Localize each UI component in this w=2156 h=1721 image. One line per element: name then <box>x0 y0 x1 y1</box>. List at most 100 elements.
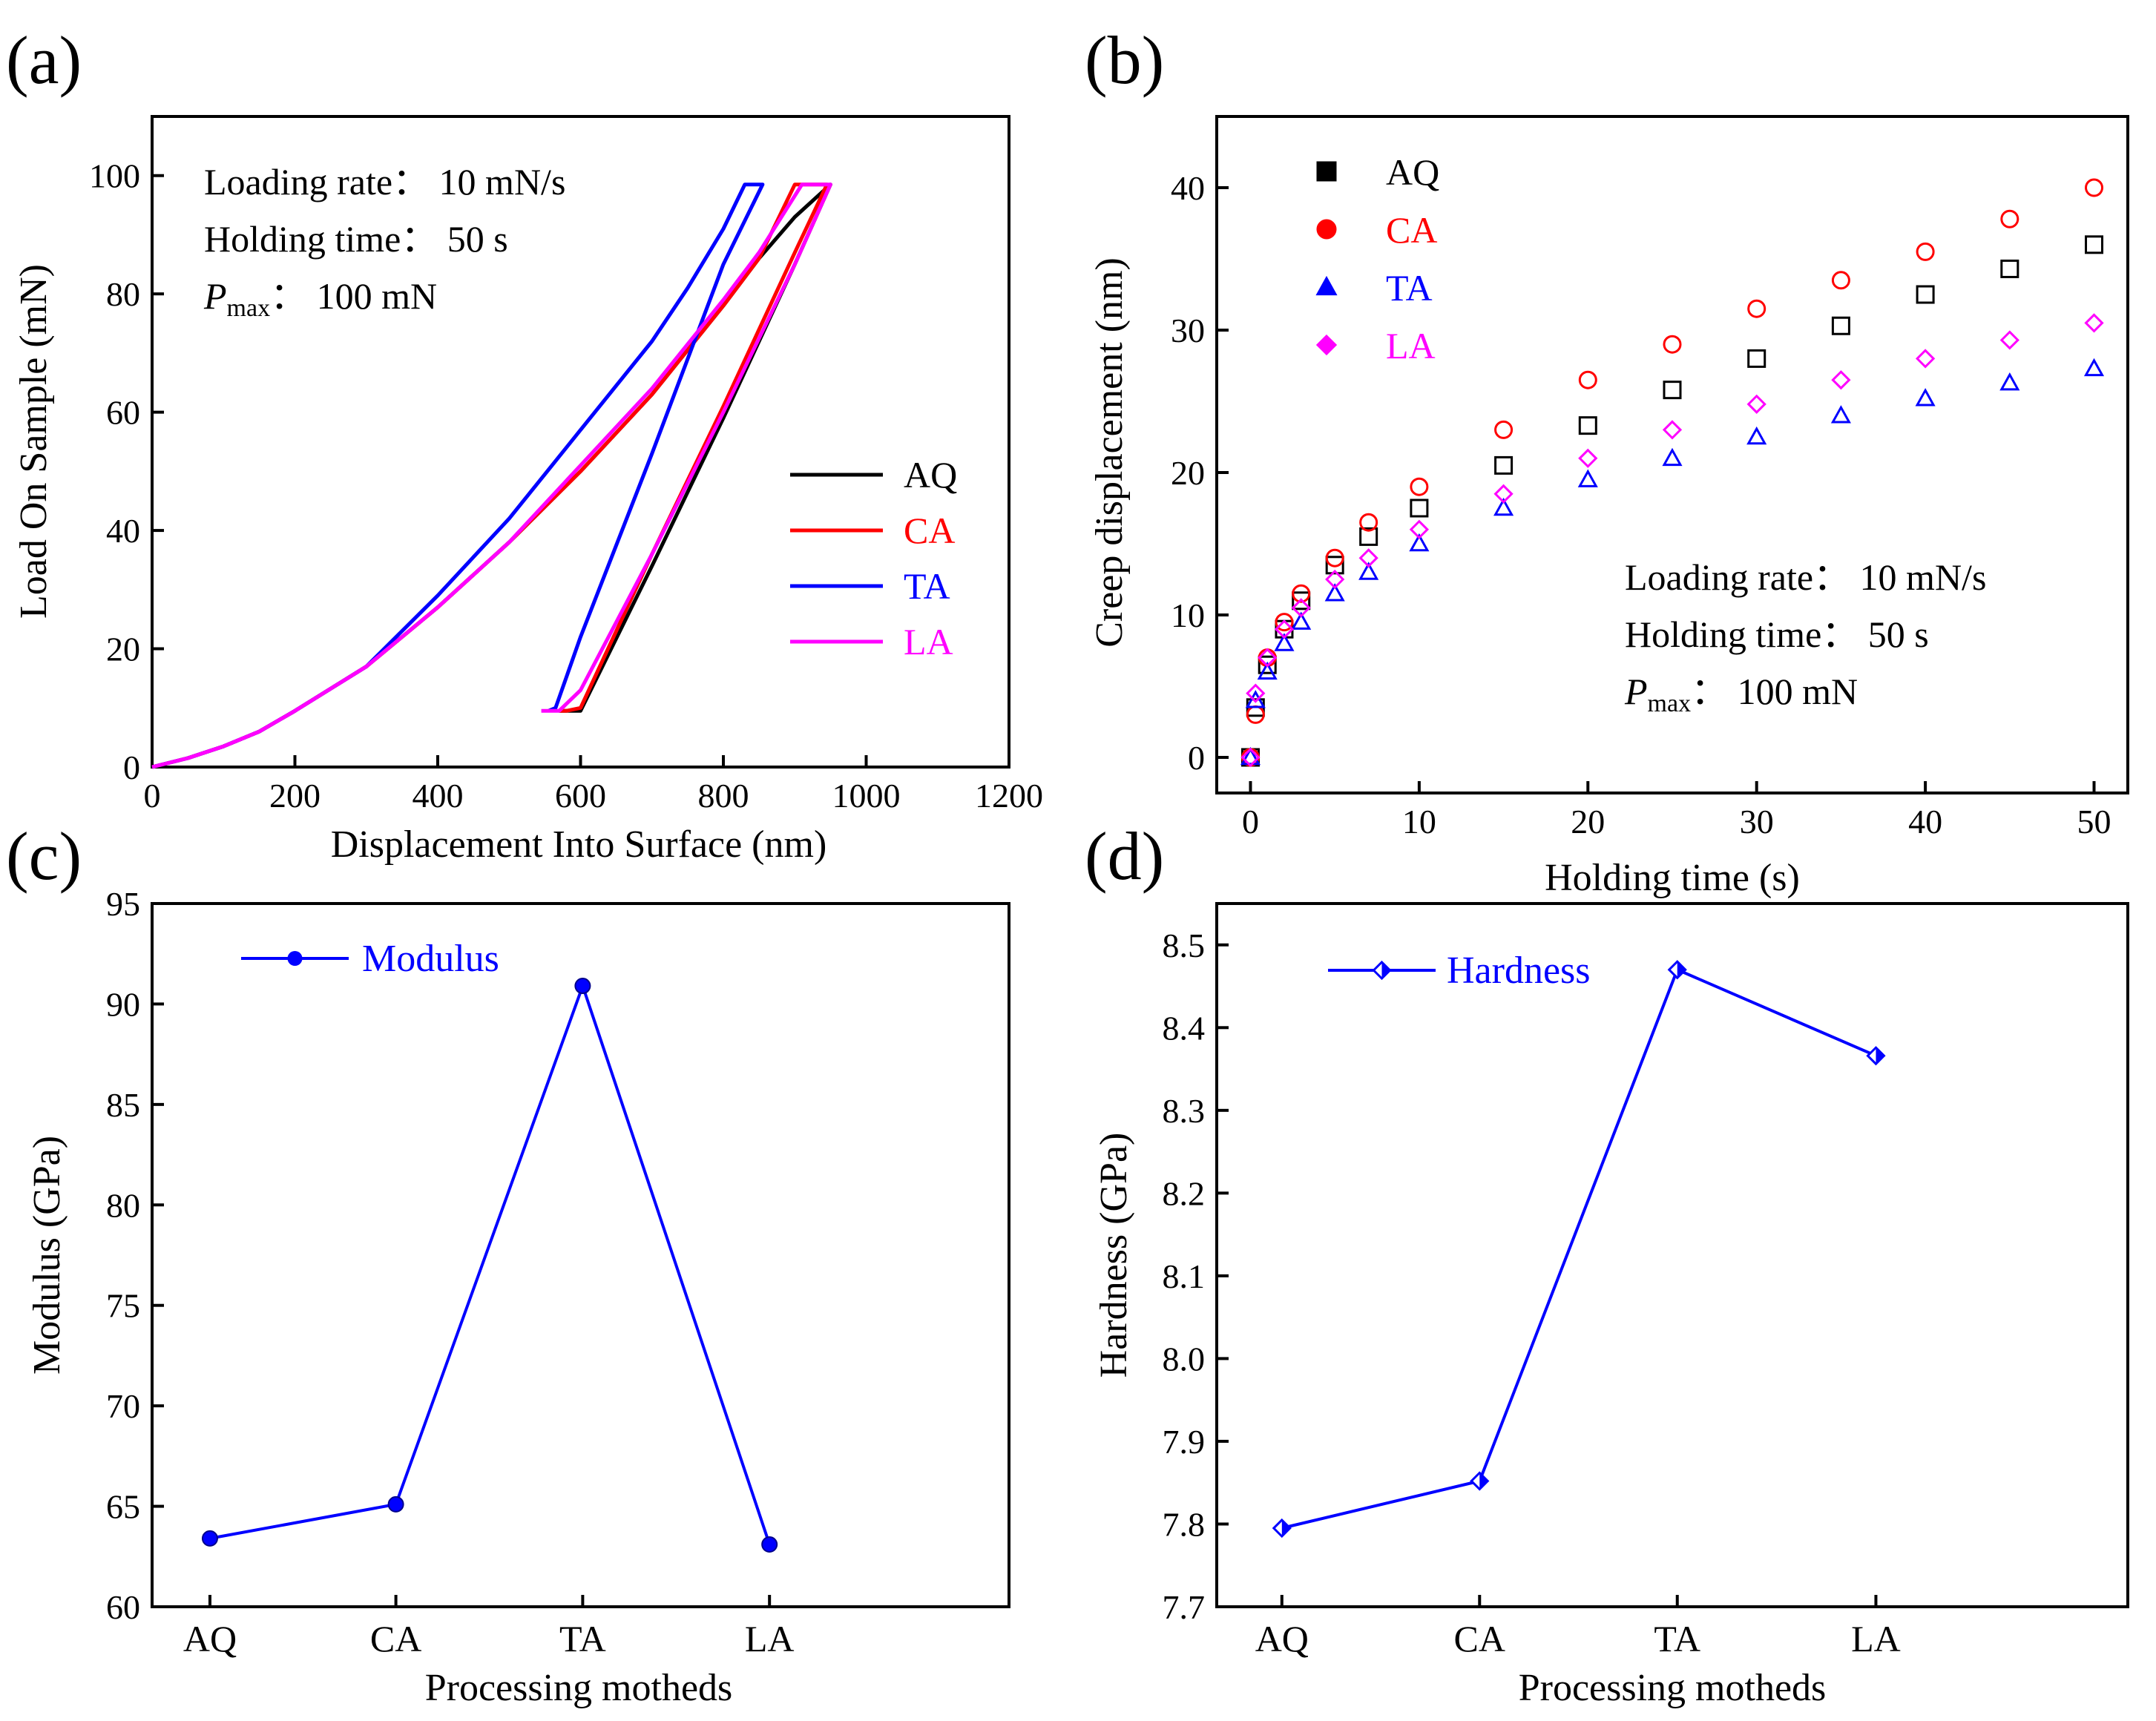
data-point-CA <box>1410 477 1429 496</box>
data-point-TA <box>1493 497 1514 516</box>
data-point-AQ <box>1258 655 1277 674</box>
data-point-AQ <box>1747 349 1766 368</box>
x-tick-label-b: 30 <box>1740 803 1774 840</box>
data-point-AQ <box>1916 285 1935 304</box>
data-point-LA <box>1246 683 1266 703</box>
data-point-half-Hardness <box>1876 1047 1884 1064</box>
data-point-AQ <box>1292 591 1311 611</box>
panel-a: (a) Displacement Into Surface (nm) Load On… <box>6 22 1043 866</box>
data-point-LA <box>1325 569 1345 590</box>
panel-d: (d) Processing motheds Hardness (GPa) 7.7 7.… <box>1085 818 2129 1709</box>
data-point-LA <box>1409 519 1430 539</box>
x-axis-label-c: Processing motheds <box>425 1667 733 1709</box>
data-point-AQ <box>1831 316 1850 335</box>
legend-label-AQ: AQ <box>904 454 957 496</box>
panel-c: (c) Processing motheds Modulus (GPa) 60 65 70… <box>6 818 1010 1709</box>
pmax-value: ： 100 mN <box>1691 671 1858 712</box>
pmax-symbol: P <box>1624 671 1648 712</box>
y-tick-label-d: 8.0 <box>1163 1340 1206 1378</box>
legend-label-LA: LA <box>904 621 953 662</box>
data-point-AQ <box>2000 259 2019 278</box>
data-point-LA <box>1240 747 1261 768</box>
x-tick-label-b: 50 <box>2077 803 2111 840</box>
pmax-subscript: max <box>1648 690 1692 717</box>
y-tick-label-b: 20 <box>1171 454 1205 492</box>
panel-label-a: (a) <box>6 22 82 98</box>
legend-marker-Modulus <box>287 951 303 966</box>
legend-label-AQ: AQ <box>1386 151 1439 193</box>
data-point-TA <box>1746 426 1767 445</box>
data-point-TA <box>1324 583 1345 602</box>
y-tick-label-c: 65 <box>106 1488 140 1526</box>
x-axis-label-b: Holding time (s) <box>1545 857 1800 899</box>
legend-label-CA: CA <box>904 510 955 551</box>
legend-marker-half-Hardness <box>1381 962 1390 978</box>
y-tick-label-c: 75 <box>106 1287 140 1325</box>
y-tick-label-d: 7.9 <box>1163 1423 1206 1461</box>
x-tick-label-b: 0 <box>1242 803 1259 840</box>
legend-label-Modulus: Modulus <box>362 938 499 980</box>
legend-marker-TA <box>1315 275 1338 296</box>
x-tick-label-b: 40 <box>1908 803 1942 840</box>
y-axis-label-b: Creep displacement (nm) <box>1088 257 1131 648</box>
x-tick-label-a: 1000 <box>832 777 901 815</box>
x-tick-label-a: 600 <box>555 777 606 815</box>
pmax-annotation-b: Pmax： 100 mN <box>1624 671 1858 717</box>
data-point-TA <box>1915 388 1936 407</box>
x-tick-label-d: TA <box>1654 1618 1700 1659</box>
y-tick-label-b: 40 <box>1171 169 1205 207</box>
x-tick-label-a: 1200 <box>975 777 1043 815</box>
data-point-CA <box>1747 299 1766 318</box>
panel-b: (b) Holding time (s) Creep displacement (n… <box>1085 22 2129 899</box>
y-tick-label-c: 60 <box>106 1588 140 1626</box>
data-point-CA <box>1916 242 1935 261</box>
data-point-AQ <box>1494 455 1514 475</box>
data-point-TA <box>1830 405 1851 424</box>
data-point-half-Hardness <box>1281 1520 1290 1537</box>
data-point-TA <box>1274 633 1295 651</box>
data-point-TA <box>1257 661 1278 680</box>
x-tick-label-d: LA <box>1851 1618 1901 1659</box>
y-tick-label-b: 10 <box>1171 596 1205 634</box>
panel-label-b: (b) <box>1085 22 1164 98</box>
y-tick-label-d: 8.5 <box>1163 927 1206 964</box>
y-tick-label-a: 60 <box>106 394 140 432</box>
annotation-b: Holding time： 50 s <box>1625 613 1929 655</box>
data-point-TA <box>1662 447 1683 467</box>
y-tick-label-a: 80 <box>106 275 140 313</box>
data-point-TA <box>1358 562 1379 580</box>
y-tick-label-c: 90 <box>106 985 140 1023</box>
plot-frame-c <box>151 902 1010 1608</box>
data-point-LA <box>1662 420 1683 440</box>
x-tick-label-c: AQ <box>183 1618 237 1659</box>
x-tick-label-a: 200 <box>269 777 321 815</box>
data-point-CA <box>2085 178 2104 197</box>
data-point-Modulus <box>201 1530 218 1547</box>
legend-label-LA: LA <box>1386 325 1436 366</box>
x-tick-label-d: CA <box>1454 1618 1505 1659</box>
data-point-LA <box>1493 484 1514 504</box>
legend-marker-CA <box>1316 219 1337 240</box>
y-tick-label-a: 20 <box>106 631 140 668</box>
data-point-LA <box>2084 313 2104 333</box>
data-point-CA <box>1663 335 1682 354</box>
pmax-annotation-a: Pmax： 100 mN <box>203 275 437 322</box>
data-point-AQ <box>1578 416 1597 435</box>
y-tick-label-a: 0 <box>123 748 140 786</box>
x-tick-label-a: 800 <box>698 777 749 815</box>
x-tick-label-c: CA <box>370 1618 421 1659</box>
y-axis-label-c: Modulus (GPa) <box>26 1136 68 1375</box>
data-point-LA <box>1746 394 1766 414</box>
data-point-TA <box>1245 690 1266 708</box>
data-point-LA <box>1999 330 2019 350</box>
data-point-LA <box>1274 619 1295 639</box>
data-point-CA <box>1275 613 1294 632</box>
y-tick-label-d: 8.2 <box>1163 1174 1206 1212</box>
plot-frame-a <box>151 115 1010 769</box>
series-line-Modulus <box>209 981 772 1545</box>
plot-frame-b <box>1215 115 2129 794</box>
data-point-TA <box>1409 533 1430 552</box>
y-tick-label-d: 7.7 <box>1163 1588 1206 1626</box>
x-tick-label-d: AQ <box>1255 1618 1309 1659</box>
